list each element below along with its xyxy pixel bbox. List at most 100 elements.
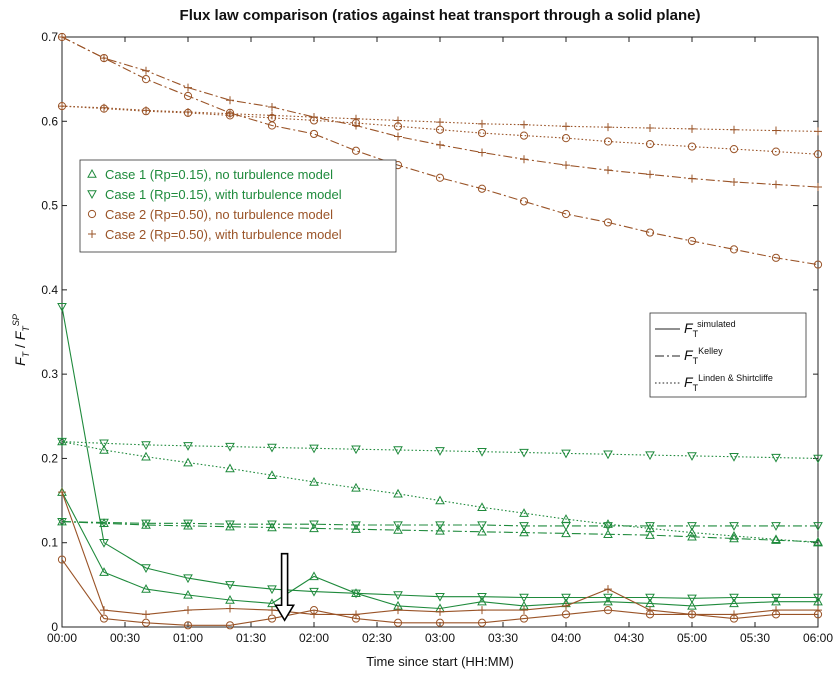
x-tick-label: 03:00	[425, 631, 455, 645]
y-tick-label: 0.3	[41, 367, 58, 381]
marker	[687, 522, 697, 531]
y-axis-label-part: SP	[11, 314, 21, 326]
x-tick-label: 04:00	[551, 631, 581, 645]
marker	[100, 54, 108, 63]
marker	[226, 96, 234, 105]
marker	[99, 444, 109, 454]
marker	[519, 614, 529, 623]
marker	[814, 606, 822, 615]
marker	[771, 253, 781, 262]
marker	[435, 525, 445, 535]
marker	[561, 593, 571, 603]
marker	[561, 528, 571, 538]
marker	[520, 120, 528, 129]
legend-label-part: simulated	[697, 319, 736, 329]
y-axis-label-part: T	[21, 325, 31, 332]
marker	[99, 614, 109, 623]
x-tick-label: 00:00	[47, 631, 77, 645]
marker	[646, 170, 654, 179]
marker	[520, 606, 528, 615]
marker	[436, 607, 444, 616]
marker	[687, 531, 697, 541]
marker	[267, 522, 277, 532]
marker	[225, 463, 235, 473]
marker	[729, 530, 739, 540]
marker	[519, 131, 529, 140]
marker	[687, 600, 697, 610]
marker	[771, 593, 781, 603]
legend-label: FTsimulated	[684, 319, 736, 339]
marker	[100, 606, 108, 615]
marker	[730, 177, 738, 186]
marker	[57, 303, 67, 312]
marker	[561, 134, 571, 143]
marker	[813, 596, 823, 606]
marker	[729, 245, 739, 254]
marker	[603, 606, 613, 615]
y-tick-label: 0	[51, 620, 58, 634]
marker	[99, 567, 109, 576]
marker	[393, 525, 403, 534]
marker	[519, 593, 529, 603]
x-tick-label: 05:00	[677, 631, 707, 645]
marker	[309, 444, 319, 454]
marker	[813, 536, 823, 546]
marker	[813, 150, 823, 159]
x-tick-label: 06:00	[803, 631, 833, 645]
marker	[771, 596, 781, 606]
marker	[267, 443, 277, 453]
marker	[87, 190, 97, 200]
marker	[436, 140, 444, 149]
marker	[730, 125, 738, 134]
marker	[435, 173, 445, 182]
series-line	[61, 36, 819, 266]
marker	[225, 520, 235, 530]
marker	[351, 482, 361, 492]
legend-label-part: T	[693, 356, 699, 366]
marker	[394, 116, 402, 125]
x-tick-label: 01:30	[236, 631, 266, 645]
marker	[57, 437, 67, 447]
marker	[519, 527, 529, 537]
marker	[99, 518, 109, 528]
legend-label: FTKelley	[684, 346, 723, 366]
y-axis-label-part: F	[12, 356, 28, 366]
marker	[184, 83, 192, 92]
marker	[184, 606, 192, 615]
marker	[478, 148, 486, 157]
x-tick-label: 03:30	[488, 631, 518, 645]
marker	[393, 618, 403, 627]
marker	[183, 519, 193, 529]
x-tick-label: 05:30	[740, 631, 770, 645]
marker	[351, 445, 361, 455]
marker	[99, 539, 109, 548]
marker	[141, 75, 151, 84]
marker	[645, 530, 655, 539]
marker	[435, 592, 445, 602]
y-axis-label: FT / FTSP	[11, 314, 31, 366]
marker	[352, 114, 360, 123]
series-line	[61, 521, 819, 543]
marker	[183, 621, 193, 630]
marker	[687, 142, 697, 151]
marker	[729, 453, 739, 462]
marker	[645, 522, 655, 531]
marker	[310, 113, 318, 122]
marker	[352, 610, 360, 619]
marker	[519, 197, 529, 206]
marker	[226, 109, 234, 118]
marker	[772, 180, 780, 189]
y-axis-label-part: T	[21, 350, 31, 357]
marker	[771, 453, 781, 463]
marker	[603, 519, 613, 528]
marker	[561, 522, 571, 531]
marker	[100, 103, 108, 112]
marker	[477, 526, 487, 536]
marker	[477, 128, 487, 138]
marker	[57, 517, 67, 527]
marker	[477, 447, 487, 457]
x-tick-label: 04:30	[614, 631, 644, 645]
y-tick-label: 0.1	[41, 536, 58, 550]
marker	[309, 587, 319, 597]
marker	[226, 604, 234, 613]
